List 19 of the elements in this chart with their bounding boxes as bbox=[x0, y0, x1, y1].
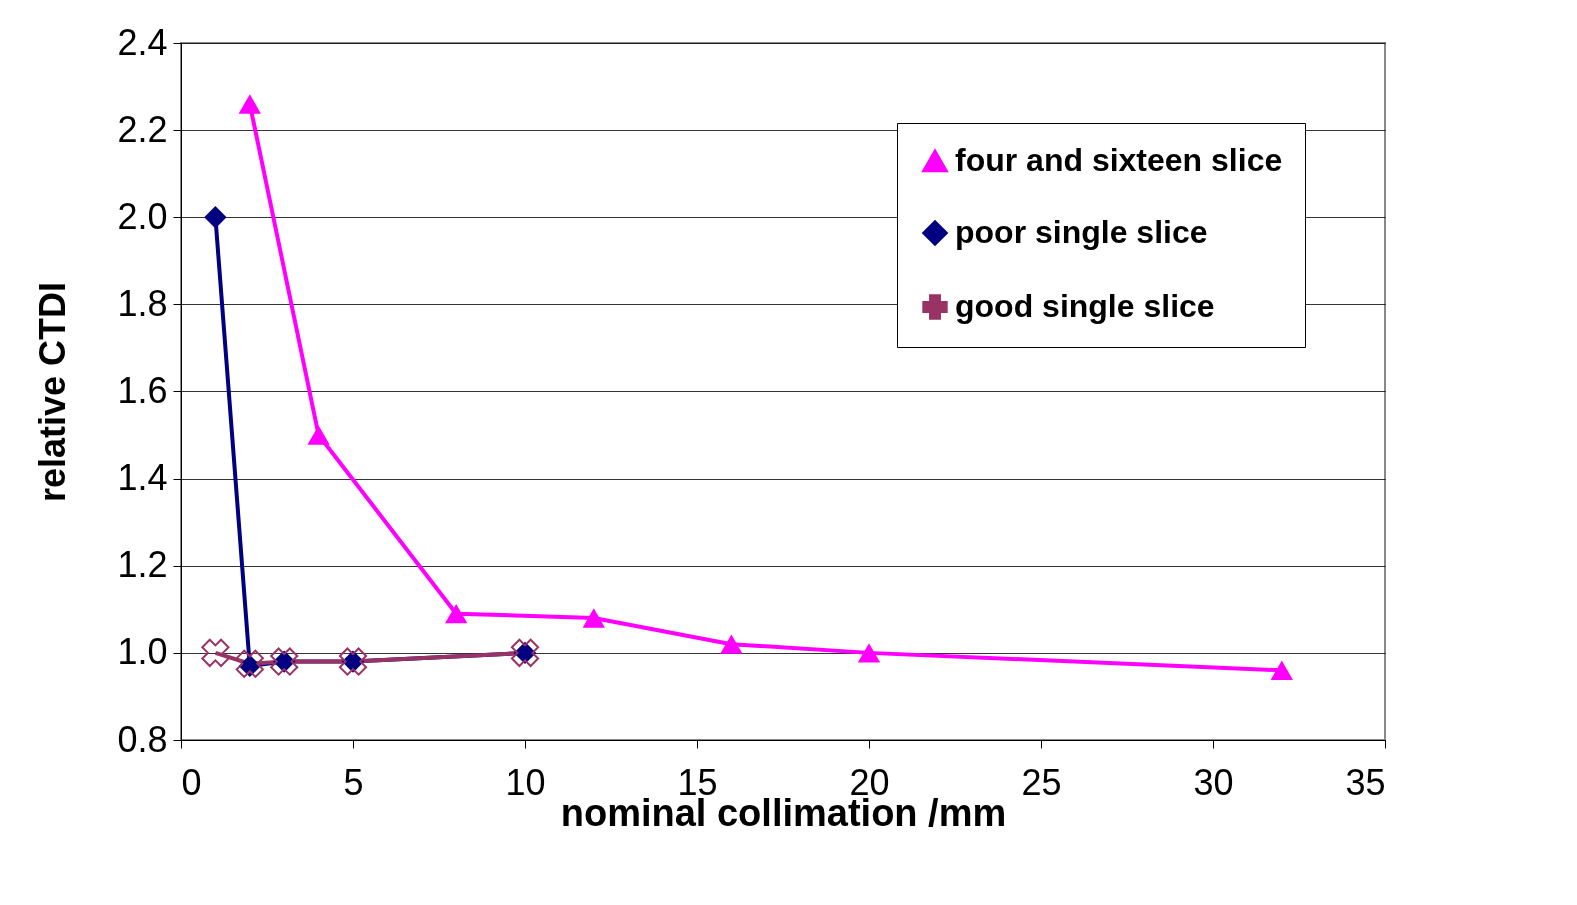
legend-label: poor single slice bbox=[955, 214, 1208, 250]
y-tick-label: 2.4 bbox=[117, 21, 168, 63]
y-tick-label: 2.2 bbox=[117, 108, 168, 150]
y-tick-label: 1.2 bbox=[117, 544, 168, 586]
y-tick-label: 1.6 bbox=[117, 370, 168, 411]
y-tick-label: 1.0 bbox=[117, 631, 168, 673]
y-tick-label: 2.0 bbox=[117, 195, 168, 237]
x-tick-label: 5 bbox=[343, 761, 364, 803]
y-axis-title: relative CTDI bbox=[32, 281, 74, 503]
legend-label: good single slice bbox=[955, 288, 1215, 324]
y-tick-label: 1.8 bbox=[117, 282, 168, 324]
x-tick-label: 10 bbox=[505, 761, 546, 803]
x-tick-label: 25 bbox=[1021, 761, 1062, 803]
x-tick-label: 30 bbox=[1193, 761, 1234, 803]
legend-label: four and sixteen slice bbox=[955, 142, 1283, 178]
x-tick-label: 0 bbox=[181, 761, 202, 803]
y-tick-label: 1.4 bbox=[117, 457, 168, 499]
y-tick-label: 0.8 bbox=[117, 718, 168, 760]
x-tick-label: 35 bbox=[1345, 761, 1386, 803]
